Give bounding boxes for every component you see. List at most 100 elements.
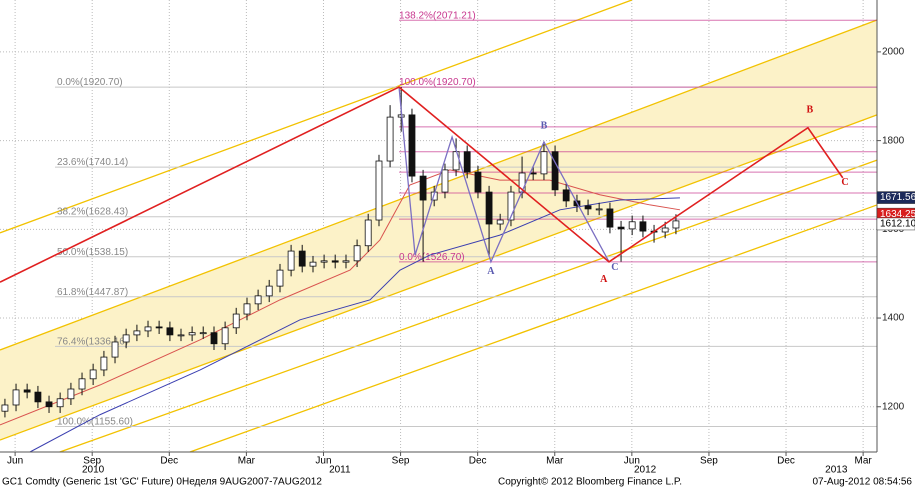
x-tick-label: Jun bbox=[624, 456, 640, 467]
candle-body bbox=[177, 334, 185, 337]
x-tick-label: Dec bbox=[777, 456, 795, 467]
candle-body bbox=[144, 326, 152, 332]
channel-line bbox=[0, 114, 878, 441]
candle-body bbox=[452, 151, 460, 171]
candle-body bbox=[67, 388, 75, 400]
candle-body bbox=[474, 171, 482, 193]
moving-average bbox=[0, 169, 681, 426]
candle-body bbox=[23, 389, 31, 393]
y-tick-label: 1800 bbox=[882, 135, 905, 146]
price-tag bbox=[876, 217, 915, 231]
fib-label: 61.8%(1447.87) bbox=[57, 287, 128, 298]
candle-body bbox=[276, 269, 284, 287]
year-label: 2011 bbox=[329, 465, 351, 476]
fib-label: 23.6%(1740.14) bbox=[57, 157, 128, 168]
candle-body bbox=[309, 261, 317, 267]
candle-body bbox=[628, 221, 636, 230]
x-tick-label: Mar bbox=[855, 456, 873, 467]
candle-body bbox=[89, 369, 97, 380]
candle-body bbox=[551, 151, 559, 191]
wave-line bbox=[0, 86, 844, 283]
candle-body bbox=[617, 226, 625, 230]
y-tick-label: 1400 bbox=[882, 313, 905, 324]
candle-body bbox=[287, 250, 295, 271]
year-label: 2010 bbox=[82, 465, 105, 476]
channel-line bbox=[189, 204, 878, 453]
x-tick-label: Sep bbox=[392, 456, 410, 467]
year-label: 2013 bbox=[825, 465, 848, 476]
wave-line bbox=[398, 87, 610, 264]
wave-point-label: A bbox=[487, 266, 495, 277]
fib-label: 138.2%(2071.21) bbox=[399, 10, 476, 21]
candle-body bbox=[56, 398, 64, 408]
x-tick-label: Jun bbox=[315, 456, 331, 467]
candle-body bbox=[221, 327, 229, 345]
candle-body bbox=[122, 334, 130, 343]
fib-label: 76.4%(1336.16) bbox=[57, 336, 128, 347]
candle-body bbox=[529, 172, 537, 175]
candle-body bbox=[210, 332, 218, 345]
x-tick-label: Dec bbox=[160, 456, 178, 467]
candle-body bbox=[166, 327, 174, 336]
candle-body bbox=[606, 208, 614, 228]
candle-body bbox=[232, 313, 240, 329]
footer-left: GC1 Comdty (Generic 1st 'GC' Future) 0Не… bbox=[2, 477, 322, 488]
candle-body bbox=[595, 208, 603, 211]
x-tick-label: Mar bbox=[546, 456, 564, 467]
candle-body bbox=[419, 175, 427, 201]
candle-body bbox=[540, 151, 548, 175]
price-tag bbox=[876, 191, 915, 204]
candle-body bbox=[661, 227, 669, 233]
fib-label: 0.0%(1526.70) bbox=[399, 252, 465, 263]
candle-body bbox=[320, 260, 328, 263]
plot-area: 0.0%(1920.70) 23.6%(1740.14) 38.2%(1628.43… bbox=[0, 0, 878, 453]
fib-label: 38.2%(1628.43) bbox=[57, 207, 128, 218]
candle-body bbox=[507, 191, 515, 221]
candle-body bbox=[199, 332, 207, 335]
y-tick-label: 1200 bbox=[882, 401, 905, 412]
x-tick-label: Mar bbox=[238, 456, 256, 467]
candle-body bbox=[12, 389, 20, 406]
candle-body bbox=[364, 219, 372, 247]
footer-center: Copyright© 2012 Bloomberg Finance L.P. bbox=[498, 477, 682, 488]
wave-point-label: A bbox=[600, 274, 608, 285]
channel-line bbox=[0, 19, 878, 351]
candle-body bbox=[188, 332, 196, 336]
candle-body bbox=[562, 189, 570, 202]
candle-body bbox=[463, 151, 471, 173]
x-tick-label: Sep bbox=[83, 456, 101, 467]
candle-body bbox=[672, 220, 680, 229]
fib-label: 100.0%(1155.60) bbox=[57, 416, 133, 427]
x-tick-label: Sep bbox=[700, 456, 718, 467]
candle-body bbox=[375, 160, 383, 221]
candle-body bbox=[1, 404, 9, 412]
candle-body bbox=[298, 250, 306, 267]
channel-line bbox=[59, 159, 878, 453]
candle-body bbox=[386, 116, 394, 162]
price-tag-label: 1671.56 bbox=[880, 192, 915, 203]
candle-body bbox=[485, 191, 493, 225]
footer-right: 07-Aug-2012 08:54:56 bbox=[812, 477, 912, 488]
wave-point-label: B bbox=[541, 120, 548, 131]
fib-label: 100.0%(1920.70) bbox=[399, 77, 476, 88]
channel-line bbox=[0, 0, 633, 234]
candle-body bbox=[34, 391, 42, 403]
fib-label: 0.0%(1920.70) bbox=[57, 77, 123, 88]
candle-body bbox=[639, 221, 647, 232]
candle-body bbox=[496, 219, 504, 225]
fib-label: 50.0%(1538.15) bbox=[57, 247, 128, 258]
price-tag-label: 1634.25 bbox=[880, 209, 915, 220]
y-tick-label: 2000 bbox=[882, 47, 905, 58]
moving-average bbox=[29, 197, 680, 453]
candle-body bbox=[133, 330, 141, 336]
candle-body bbox=[441, 169, 449, 193]
wave-point-label: B bbox=[806, 104, 813, 115]
x-tick-label: Dec bbox=[469, 456, 487, 467]
candle-body bbox=[331, 260, 339, 263]
year-label: 2012 bbox=[634, 465, 657, 476]
wave-point-label: C bbox=[611, 262, 618, 273]
channel-band bbox=[0, 19, 877, 441]
candle-body bbox=[265, 285, 273, 297]
candle-body bbox=[155, 326, 163, 329]
